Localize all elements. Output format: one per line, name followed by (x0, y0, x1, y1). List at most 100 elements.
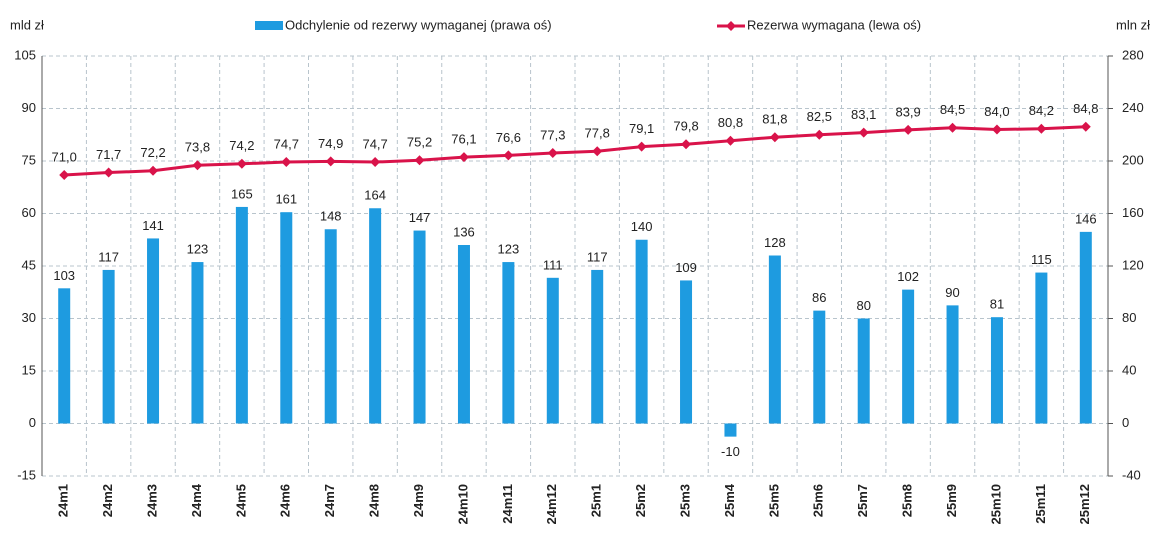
bar (813, 310, 826, 424)
data-label: 147 (409, 210, 431, 225)
marker (903, 124, 914, 135)
legend-label: Odchylenie od rezerwy wymaganej (prawa o… (285, 17, 552, 32)
data-label: 86 (812, 290, 826, 305)
y2-tick-label: 40 (1122, 362, 1136, 377)
y-tick-label: 0 (29, 415, 36, 430)
data-label: 73,8 (185, 140, 210, 155)
marker (858, 127, 869, 138)
marker (192, 160, 203, 171)
marker (814, 129, 825, 140)
data-label: 76,6 (496, 130, 521, 145)
marker (991, 124, 1002, 135)
data-label: 84,5 (940, 102, 965, 117)
data-label: 80,8 (718, 115, 743, 130)
bar (680, 280, 693, 424)
data-label: 84,0 (984, 104, 1009, 119)
bar (457, 245, 470, 424)
y2-tick-label: 240 (1122, 100, 1144, 115)
data-label: 140 (631, 219, 653, 234)
bar (324, 229, 337, 424)
bar (502, 262, 515, 424)
bar (1035, 272, 1048, 424)
bar (946, 305, 959, 424)
data-label: 81 (990, 297, 1004, 312)
data-label: 83,9 (895, 104, 920, 119)
data-label: 82,5 (807, 109, 832, 124)
bar (413, 230, 426, 424)
data-label: 161 (275, 192, 297, 207)
marker (1036, 123, 1047, 134)
data-label: 74,9 (318, 136, 343, 151)
marker (592, 146, 603, 157)
bar (768, 255, 781, 424)
data-label: 84,2 (1029, 103, 1054, 118)
data-label: 77,3 (540, 127, 565, 142)
y-tick-label: 30 (22, 310, 36, 325)
data-label: 148 (320, 209, 342, 224)
x-tick-label: 25m6 (811, 484, 826, 517)
marker (547, 147, 558, 158)
data-label: 71,0 (52, 149, 77, 164)
data-label: 123 (498, 242, 520, 257)
bar (724, 423, 737, 437)
bar (546, 277, 559, 424)
data-label: 79,8 (673, 119, 698, 134)
data-label: 76,1 (451, 132, 476, 147)
y-tick-label: 45 (22, 257, 36, 272)
bar (280, 212, 293, 424)
data-label: 80 (856, 298, 870, 313)
x-tick-label: 24m12 (544, 484, 559, 524)
bar (369, 208, 382, 424)
data-label: 102 (897, 269, 919, 284)
x-tick-label: 24m5 (233, 484, 248, 517)
data-label: 128 (764, 235, 786, 250)
marker (103, 167, 114, 178)
data-label: 146 (1075, 211, 1097, 226)
data-label: 75,2 (407, 135, 432, 150)
data-label: 111 (543, 257, 563, 272)
data-label: 77,8 (585, 126, 610, 141)
x-tick-label: 25m12 (1077, 484, 1092, 524)
x-tick-label: 24m11 (500, 484, 515, 524)
x-tick-label: 24m9 (411, 484, 426, 517)
marker (1080, 121, 1091, 132)
data-label: 109 (675, 260, 697, 275)
y2-tick-label: 200 (1122, 152, 1144, 167)
data-label: 141 (142, 218, 164, 233)
marker (947, 122, 958, 133)
x-tick-label: 25m8 (900, 484, 915, 517)
data-label: 71,7 (96, 147, 121, 162)
y-tick-label: 15 (22, 362, 36, 377)
x-tick-label: 24m3 (144, 484, 159, 517)
marker (414, 155, 425, 166)
marker (59, 170, 70, 180)
y-tick-label: 75 (22, 152, 36, 167)
x-tick-label: 25m9 (944, 484, 959, 517)
bar (902, 289, 915, 424)
x-tick-label: 25m4 (722, 483, 737, 517)
x-tick-label: 25m5 (766, 484, 781, 517)
data-label: 83,1 (851, 107, 876, 122)
bar (235, 206, 248, 424)
y-tick-label: 90 (22, 100, 36, 115)
x-tick-label: 25m11 (1033, 484, 1048, 524)
y-tick-label: 105 (14, 47, 36, 62)
marker (325, 156, 336, 167)
data-label: 84,8 (1073, 101, 1098, 116)
legend-marker (726, 21, 736, 31)
x-tick-label: 25m2 (633, 484, 648, 517)
bar (990, 317, 1003, 424)
legend-label: Rezerwa wymagana (lewa oś) (747, 17, 921, 32)
data-label: 117 (587, 249, 608, 264)
marker (458, 152, 469, 163)
bar (58, 288, 71, 424)
bar (635, 239, 648, 424)
y-tick-label: 60 (22, 205, 36, 220)
bar (591, 269, 604, 424)
marker (636, 141, 647, 152)
x-tick-label: 25m3 (677, 484, 692, 517)
x-tick-label: 25m7 (855, 484, 870, 517)
x-tick-label: 25m1 (589, 484, 604, 517)
y-tick-label: -15 (17, 467, 36, 482)
